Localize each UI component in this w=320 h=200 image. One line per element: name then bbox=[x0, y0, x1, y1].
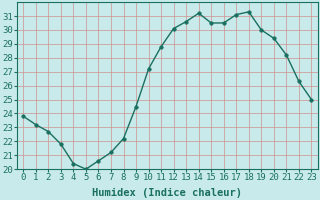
X-axis label: Humidex (Indice chaleur): Humidex (Indice chaleur) bbox=[92, 188, 242, 198]
